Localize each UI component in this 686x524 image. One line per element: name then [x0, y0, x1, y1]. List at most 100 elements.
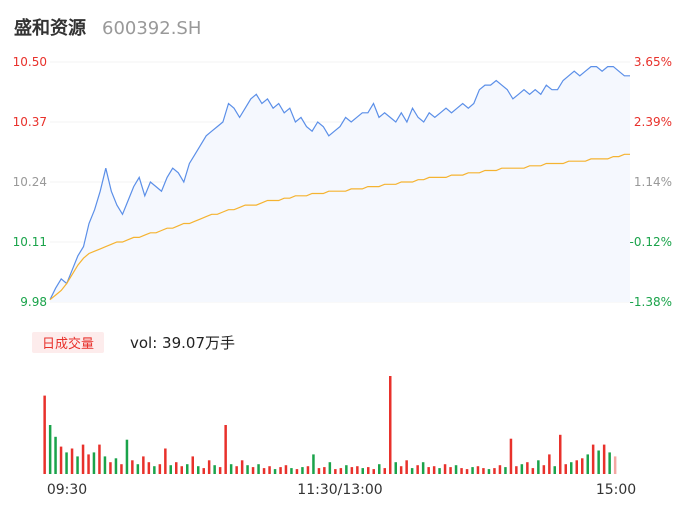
title-bar: 盛和资源 600392.SH — [14, 14, 202, 39]
volume-bar — [197, 466, 200, 474]
volume-bar — [427, 467, 430, 474]
volume-bar — [114, 458, 118, 474]
stock-code: 600392.SH — [102, 18, 202, 39]
x-tick-label: 11:30/13:00 — [297, 482, 382, 498]
volume-bar — [70, 448, 74, 474]
volume-bar — [367, 467, 370, 474]
volume-bar — [504, 467, 507, 474]
volume-bar — [548, 454, 551, 474]
volume-bar — [76, 456, 79, 474]
volume-bar — [251, 467, 255, 474]
volume-bar — [103, 456, 107, 474]
average-price-line — [49, 153, 630, 301]
price-area — [50, 66, 630, 302]
volume-bar — [526, 462, 529, 474]
volume-bar — [389, 376, 392, 474]
volume-bar — [509, 438, 513, 474]
y-left-tick-label: 9.98 — [20, 295, 47, 309]
volume-bar — [109, 462, 112, 474]
volume-bar — [345, 465, 348, 474]
volume-bar — [542, 465, 546, 474]
volume-bar — [493, 468, 496, 474]
volume-readout: vol: 39.07万手 — [130, 334, 235, 352]
volume-bar — [218, 467, 222, 474]
volume-bar — [537, 460, 540, 474]
volume-bar — [575, 460, 578, 474]
y-left-tick-label: 10.37 — [13, 115, 47, 129]
volume-bar — [334, 469, 337, 474]
volume-bar — [257, 464, 260, 474]
volume-bar — [482, 468, 485, 474]
volume-bar — [581, 458, 584, 474]
y-left-tick-label: 10.11 — [13, 235, 47, 249]
volume-bar — [153, 466, 156, 474]
volume-bar — [608, 452, 611, 474]
volume-bar — [312, 454, 315, 474]
volume-bar — [213, 465, 216, 474]
volume-bar — [273, 469, 277, 474]
volume-bar — [164, 448, 167, 474]
volume-bar — [487, 469, 491, 474]
volume-bar — [449, 467, 452, 474]
volume-bar — [438, 468, 441, 474]
volume-bar — [229, 464, 233, 474]
volume-bar — [602, 444, 606, 474]
price-line — [49, 66, 630, 300]
volume-bar — [476, 466, 480, 474]
volume-bar — [471, 467, 474, 474]
volume-bar — [520, 464, 524, 474]
volume-bar — [240, 460, 244, 474]
volume-bar — [48, 425, 52, 474]
volume-bar — [350, 467, 354, 474]
volume-tab[interactable]: 日成交量 — [32, 332, 105, 353]
volume-bar — [246, 465, 249, 474]
volume-bar — [191, 456, 194, 474]
volume-bar — [460, 468, 463, 474]
y-left-tick-label: 10.50 — [13, 55, 47, 69]
volume-bar — [87, 454, 90, 474]
volume-bar — [328, 462, 332, 474]
volume-bar — [295, 469, 299, 474]
volume-bar — [432, 466, 436, 474]
y-right-tick-label: 3.65% — [634, 55, 672, 69]
volume-bar — [339, 468, 343, 474]
volume-bar — [361, 468, 364, 474]
volume-bar — [301, 467, 304, 474]
volume-bar — [125, 439, 129, 474]
stock-name: 盛和资源 — [14, 18, 86, 39]
volume-bar — [465, 469, 469, 474]
volume-bar — [405, 460, 408, 474]
x-tick-label: 09:30 — [47, 482, 87, 498]
volume-bar — [553, 466, 556, 474]
volume-bar — [235, 466, 238, 474]
volume-bar — [186, 464, 189, 474]
volume-bar — [207, 460, 211, 474]
volume-bar — [443, 464, 447, 474]
volume-bar — [317, 468, 321, 474]
volume-bar — [394, 462, 397, 474]
volume-bar — [59, 446, 63, 474]
volume-bar — [356, 466, 359, 474]
volume-bar — [372, 469, 375, 474]
volume-bar — [570, 462, 573, 474]
volume-bar — [262, 468, 266, 474]
volume-bar — [399, 466, 403, 474]
volume-bar — [180, 466, 183, 474]
volume-bar — [279, 467, 282, 474]
volume-bar — [597, 450, 600, 474]
volume-bar — [175, 462, 178, 474]
volume-bar — [591, 444, 595, 474]
volume-bar — [284, 465, 288, 474]
volume-bar — [54, 436, 57, 474]
volume-bar — [323, 467, 326, 474]
volume-bar — [531, 468, 535, 474]
volume-bar — [306, 466, 310, 474]
volume-bar — [43, 395, 46, 474]
volume-bar — [142, 456, 145, 474]
volume-bar — [147, 462, 151, 474]
volume-bar — [120, 464, 123, 474]
volume-bar — [421, 462, 425, 474]
volume-bar — [290, 468, 293, 474]
y-left-tick-label: 10.24 — [13, 175, 47, 189]
